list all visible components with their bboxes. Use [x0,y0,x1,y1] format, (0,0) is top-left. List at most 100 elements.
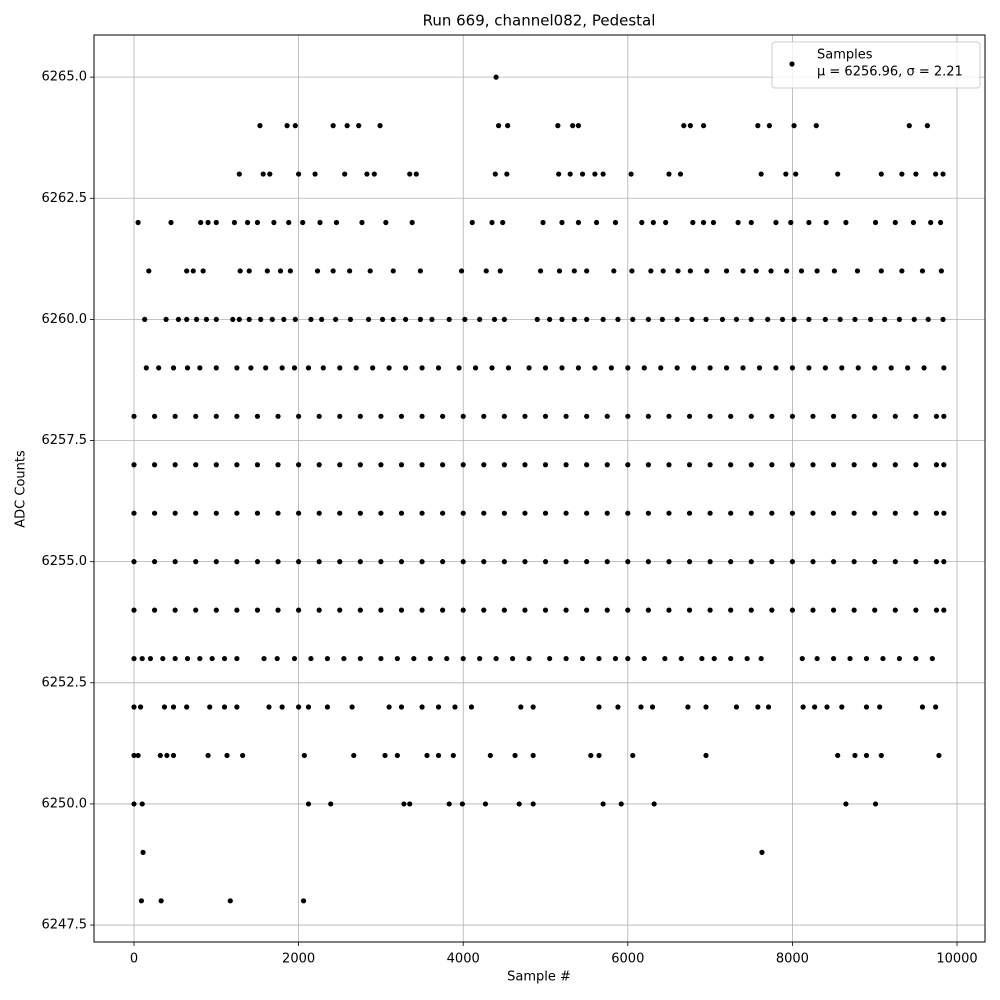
sample-point [593,219,600,226]
sample-point [674,316,680,323]
sample-point [728,655,734,662]
sample-point [940,171,946,177]
sample-point [147,655,154,662]
sample-point [537,268,544,274]
sample-point [277,268,284,274]
sample-point [163,316,169,323]
sample-point [658,365,664,371]
sample-point [685,704,691,710]
sample-point [446,801,452,807]
sample-point [193,559,199,565]
sample-point [758,171,764,177]
sample-point [284,123,290,129]
sample-point [913,559,919,565]
sample-point [234,365,240,371]
sample-point [555,123,561,129]
sample-point [359,219,365,226]
sample-point [728,510,734,516]
sample-point [933,607,940,613]
sample-point [542,559,549,565]
sample-point [810,413,816,419]
sample-point [341,655,347,662]
sample-point [563,559,569,565]
sample-point [843,219,849,226]
sample-point [839,365,845,371]
sample-point [444,655,450,662]
sample-point [755,123,761,129]
sample-point [260,171,266,177]
sample-point [291,365,298,371]
sample-point [518,704,524,710]
sample-point [378,655,384,662]
sample-point [263,365,269,371]
sample-point [707,559,713,565]
sample-point [855,365,861,371]
sample-point [131,510,137,516]
sample-point [131,559,137,565]
sample-point [319,316,325,323]
sample-point [234,462,240,468]
sample-point [851,559,857,565]
sample-point [156,365,162,371]
sample-point [814,268,820,274]
sample-point [234,704,240,710]
sample-point [822,316,828,323]
sample-point [728,413,734,419]
sample-point [275,559,281,565]
sample-point [854,268,861,274]
sample-point [460,607,466,613]
sample-point [236,316,242,323]
sample-point [559,365,565,371]
sample-point [830,510,837,516]
sample-point [468,704,475,710]
sample-point [699,655,705,662]
sample-point [135,219,141,226]
sample-point [337,365,343,371]
sample-point [184,268,190,274]
sample-point [575,219,582,226]
sample-point [370,365,376,371]
sample-point [170,704,177,710]
sample-point [258,316,264,323]
sample-point [835,171,841,177]
sample-point [131,413,137,419]
sample-point [921,365,927,371]
sample-point [248,365,254,371]
sample-point [662,655,668,662]
sample-point [748,462,754,468]
sample-point [748,559,754,565]
sample-point [892,607,898,613]
sample-point [419,704,425,710]
sample-point [793,171,799,177]
sample-point [905,365,911,371]
x-tick-label: 6000 [611,952,644,967]
sample-point [913,655,919,662]
sample-point [296,462,302,468]
x-tick-label: 10000 [936,952,977,967]
sample-point [324,704,331,710]
sample-point [501,559,507,565]
sample-point [700,123,707,129]
sample-point [151,413,158,419]
sample-point [584,462,590,468]
sample-point [800,704,806,710]
sample-point [666,510,672,516]
sample-point [316,607,322,613]
sample-point [773,365,779,371]
sample-point [723,365,730,371]
sample-point [382,752,388,759]
sample-point [349,704,355,710]
sample-point [700,219,707,226]
sample-point [641,655,647,662]
sample-point [419,462,425,468]
sample-point [814,655,820,662]
sample-point [690,219,696,226]
sample-point [758,655,764,662]
sample-point [231,219,238,226]
sample-point [234,655,240,662]
sample-point [735,219,741,226]
sample-point [872,365,878,371]
sample-point [941,413,947,419]
sample-point [563,462,569,468]
sample-point [784,268,790,274]
